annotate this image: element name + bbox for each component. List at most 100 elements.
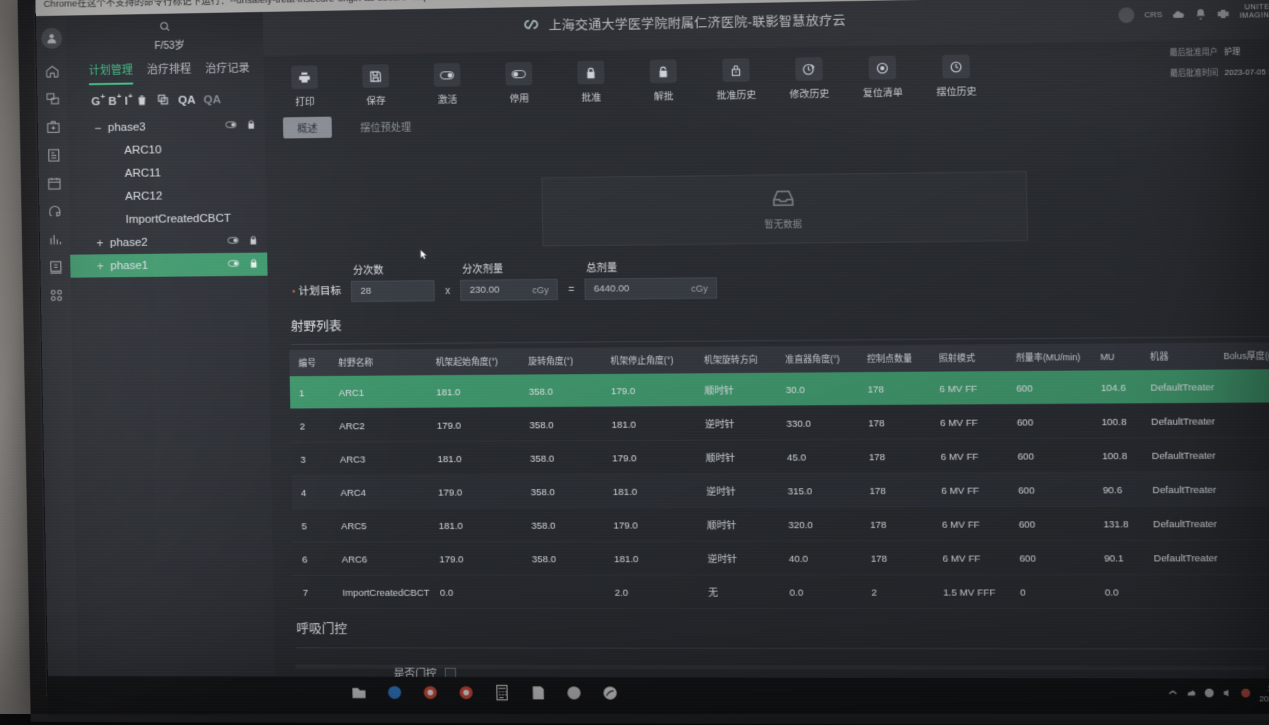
- taskbar-file-icon[interactable]: [350, 684, 368, 701]
- table-row[interactable]: 3 ARC3 181.0 358.0 179.0 顺时针 45.0 178 6 …: [291, 437, 1269, 475]
- col-bolus[interactable]: Bolus厚度(mm): [1214, 342, 1269, 370]
- tree-node-phase1[interactable]: + phase1: [70, 253, 267, 278]
- activate-button[interactable]: 激活: [424, 63, 470, 106]
- table-row[interactable]: 5 ARC5 181.0 358.0 179.0 顺时针 320.0 178 6…: [292, 506, 1269, 542]
- tray-alert-icon[interactable]: [1241, 685, 1252, 704]
- cell-no: 5: [292, 509, 332, 542]
- rail-item-case[interactable]: [38, 116, 68, 144]
- tray-onedrive-icon[interactable]: [1186, 685, 1197, 704]
- add-image-button[interactable]: I+: [125, 96, 128, 108]
- tab-treatment-record[interactable]: 治疗记录: [205, 59, 250, 83]
- tray-network-icon[interactable]: [1204, 685, 1215, 704]
- bell-icon[interactable]: [1194, 7, 1207, 20]
- gear-icon[interactable]: [1217, 7, 1230, 20]
- col-stop[interactable]: 机架停止角度(°): [601, 347, 695, 374]
- avatar[interactable]: [1119, 7, 1135, 23]
- expander-icon[interactable]: −: [92, 121, 104, 135]
- active-toggle-icon[interactable]: [228, 257, 239, 271]
- multiply-operator: x: [445, 286, 450, 301]
- modify-history-label: 修改历史: [789, 86, 829, 101]
- col-dir[interactable]: 机架旋转方向: [694, 346, 776, 373]
- patient-avatar-icon[interactable]: [41, 27, 62, 48]
- rail-item-layers[interactable]: [37, 88, 67, 116]
- taskbar-chrome-icon-1[interactable]: [421, 684, 439, 701]
- delete-icon[interactable]: [136, 93, 149, 109]
- rail-item-home[interactable]: [37, 60, 67, 88]
- tree-node-arc10[interactable]: ARC10: [68, 137, 265, 163]
- activate-label: 激活: [438, 91, 458, 105]
- approval-history-button[interactable]: 批准历史: [713, 58, 760, 102]
- active-toggle-icon[interactable]: [227, 234, 238, 248]
- expander-icon[interactable]: +: [94, 259, 106, 273]
- table-row[interactable]: 7 ImportCreatedCBCT 0.0 2.0 无 0.0 2 1.5 …: [293, 574, 1269, 608]
- approve-button[interactable]: 批准: [568, 60, 614, 103]
- modify-history-button[interactable]: 修改历史: [786, 57, 833, 101]
- col-start[interactable]: 机架起始角度(°): [426, 348, 519, 375]
- cell-coll: 320.0: [779, 507, 861, 541]
- tray-expand-icon[interactable]: [1168, 685, 1179, 704]
- rail-item-patient[interactable]: [39, 200, 69, 228]
- document-icon: [46, 148, 61, 168]
- qa-button[interactable]: QA: [178, 95, 196, 107]
- col-no[interactable]: 编号: [289, 350, 329, 377]
- rail-item-chart[interactable]: [40, 228, 70, 256]
- unapprove-button[interactable]: 解批: [640, 59, 686, 103]
- tree-node-importcreatedcbct[interactable]: ImportCreatedCBCT: [69, 206, 266, 231]
- deactivate-button[interactable]: 停用: [496, 62, 542, 105]
- add-beam-button[interactable]: B+: [108, 96, 117, 108]
- print-button[interactable]: 打印: [282, 65, 327, 108]
- copy-icon[interactable]: [157, 93, 170, 109]
- table-row[interactable]: 2 ARC2 179.0 358.0 181.0 逆时针 330.0 178 6…: [290, 403, 1269, 442]
- subtab-overview[interactable]: 概述: [283, 117, 332, 139]
- table-row[interactable]: 4 ARC4 179.0 358.0 181.0 逆时针 315.0 178 6…: [292, 471, 1269, 508]
- rail-item-calendar[interactable]: [39, 172, 69, 200]
- lock-icon[interactable]: [248, 257, 259, 271]
- lock-icon[interactable]: [248, 234, 259, 248]
- expander-icon[interactable]: +: [94, 236, 106, 250]
- taskbar-app-icon[interactable]: [565, 684, 583, 701]
- subtab-setup-preprocess[interactable]: 摆位预处理: [346, 115, 426, 137]
- medical-case-icon: [45, 120, 60, 140]
- active-toggle-icon[interactable]: [225, 119, 236, 133]
- tab-plan-management[interactable]: 计划管理: [89, 61, 133, 85]
- lock-icon[interactable]: [245, 118, 256, 132]
- tree-node-arc12[interactable]: ARC12: [69, 183, 266, 209]
- col-cps[interactable]: 控制点数量: [857, 345, 929, 372]
- tree-node-phase3[interactable]: − phase3: [68, 114, 265, 140]
- qa-alt-button[interactable]: QA: [203, 94, 221, 106]
- rail-item-tools[interactable]: [41, 284, 71, 312]
- taskbar-notepad-icon[interactable]: [529, 684, 547, 701]
- col-coll[interactable]: 准直器角度(°): [776, 346, 858, 373]
- table-row[interactable]: 6 ARC6 179.0 358.0 181.0 逆时针 40.0 178 6 …: [293, 540, 1269, 575]
- search-icon[interactable]: [158, 20, 171, 38]
- cell-coll: 0.0: [780, 575, 862, 609]
- taskbar-edge-icon[interactable]: [386, 684, 404, 701]
- cell-machine: [1145, 574, 1219, 608]
- col-name[interactable]: 射野名称: [329, 349, 427, 376]
- col-rate[interactable]: 剂量率(MU/min): [1006, 344, 1091, 371]
- setup-history-button[interactable]: 摆位历史: [933, 54, 980, 98]
- col-mode[interactable]: 照射模式: [929, 344, 1006, 371]
- fractions-input[interactable]: 28: [351, 280, 435, 302]
- tab-treatment-schedule[interactable]: 治疗排程: [147, 60, 192, 84]
- tray-volume-icon[interactable]: [1222, 685, 1233, 704]
- cloud-icon[interactable]: [1172, 7, 1185, 20]
- rail-item-document[interactable]: [38, 144, 68, 172]
- add-group-button[interactable]: G+: [91, 96, 100, 108]
- taskbar-media-icon[interactable]: [601, 684, 619, 701]
- reset-list-button[interactable]: 复位清单: [859, 56, 906, 100]
- tree-node-phase2[interactable]: + phase2: [70, 229, 267, 254]
- rail-item-report[interactable]: [40, 256, 70, 284]
- tree-node-arc11[interactable]: ARC11: [68, 160, 265, 186]
- cell-rate: 600: [1009, 540, 1094, 574]
- taskbar-chrome-icon-2[interactable]: [457, 684, 475, 701]
- cell-dir: 逆时针: [697, 473, 779, 507]
- taskbar-clock[interactable]: 17:40 2023/8/18: [1259, 684, 1269, 705]
- col-mu[interactable]: MU: [1090, 343, 1140, 370]
- col-machine[interactable]: 机器: [1140, 343, 1214, 370]
- taskbar-calculator-icon[interactable]: [493, 684, 511, 701]
- save-button[interactable]: 保存: [353, 64, 399, 107]
- col-rot[interactable]: 旋转角度(°): [519, 348, 602, 375]
